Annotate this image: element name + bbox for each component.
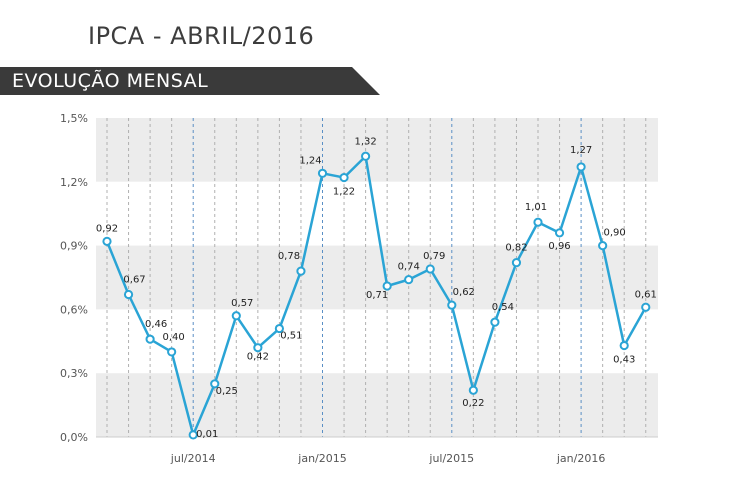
data-point	[468, 385, 478, 395]
data-point	[296, 266, 306, 276]
data-label: 0,78	[278, 251, 300, 262]
y-tick-label: 0,9%	[60, 240, 88, 253]
data-point	[447, 300, 457, 310]
data-label: 1,24	[299, 155, 321, 166]
data-point	[317, 168, 328, 178]
data-label: 0,71	[366, 290, 388, 301]
y-tick-label: 1,2%	[60, 176, 88, 189]
data-point	[274, 323, 284, 334]
data-point	[598, 241, 608, 251]
data-point	[102, 236, 112, 246]
ribbon-label: EVOLUÇÃO MENSAL	[12, 70, 209, 92]
section-ribbon: EVOLUÇÃO MENSAL	[0, 67, 380, 95]
data-label: 1,22	[333, 187, 355, 198]
x-tick-label: jan/2016	[556, 452, 605, 465]
data-label: 0,43	[613, 355, 635, 366]
data-point	[533, 217, 543, 227]
y-tick-label: 0,6%	[60, 303, 88, 316]
data-label: 0,74	[398, 262, 420, 273]
data-label: 0,22	[462, 398, 484, 409]
x-tick-label: jan/2015	[297, 452, 346, 465]
y-tick-label: 0,0%	[60, 431, 88, 444]
data-label: 1,32	[354, 136, 376, 147]
data-label: 0,46	[145, 319, 167, 330]
band	[96, 181, 658, 246]
data-point	[123, 289, 134, 300]
data-label: 0,25	[216, 386, 238, 397]
data-point	[511, 258, 522, 268]
data-point	[554, 228, 565, 238]
data-label: 0,42	[247, 352, 269, 363]
data-label: 0,51	[280, 331, 302, 342]
x-tick-label: jul/2014	[170, 452, 216, 465]
ribbon-shape	[0, 67, 380, 95]
data-label: 1,01	[525, 202, 547, 213]
data-point	[339, 172, 349, 183]
data-label: 1,27	[570, 145, 592, 156]
data-point	[210, 379, 220, 389]
band	[96, 118, 658, 182]
data-label: 0,57	[231, 298, 253, 309]
data-label: 0,96	[548, 241, 570, 252]
band	[96, 373, 658, 437]
data-label: 0,54	[492, 302, 514, 313]
data-label: 0,92	[96, 223, 118, 234]
data-point	[188, 430, 198, 440]
data-point	[253, 343, 263, 353]
data-point	[231, 311, 241, 321]
band	[96, 309, 658, 374]
x-tick-label: jul/2015	[428, 452, 474, 465]
data-label: 0,79	[423, 251, 445, 262]
data-point	[404, 275, 414, 285]
y-tick-label: 0,3%	[60, 367, 88, 380]
data-point	[490, 317, 500, 327]
data-label: 0,67	[123, 275, 145, 286]
data-point	[576, 162, 586, 172]
data-label: 0,82	[505, 243, 527, 254]
data-label: 0,01	[196, 429, 218, 440]
data-label: 0,90	[604, 228, 626, 239]
y-tick-label: 1,5%	[60, 112, 88, 125]
data-point	[382, 281, 392, 291]
page-title: IPCA - ABRIL/2016	[88, 22, 315, 50]
data-label: 0,62	[453, 287, 475, 298]
data-point	[641, 302, 651, 312]
data-label: 0,61	[635, 289, 657, 300]
data-point	[425, 264, 435, 274]
data-point	[145, 334, 155, 344]
band	[96, 245, 658, 310]
data-label: 0,40	[163, 332, 185, 343]
data-point	[167, 347, 177, 357]
data-point	[361, 151, 371, 161]
data-point	[619, 340, 629, 351]
